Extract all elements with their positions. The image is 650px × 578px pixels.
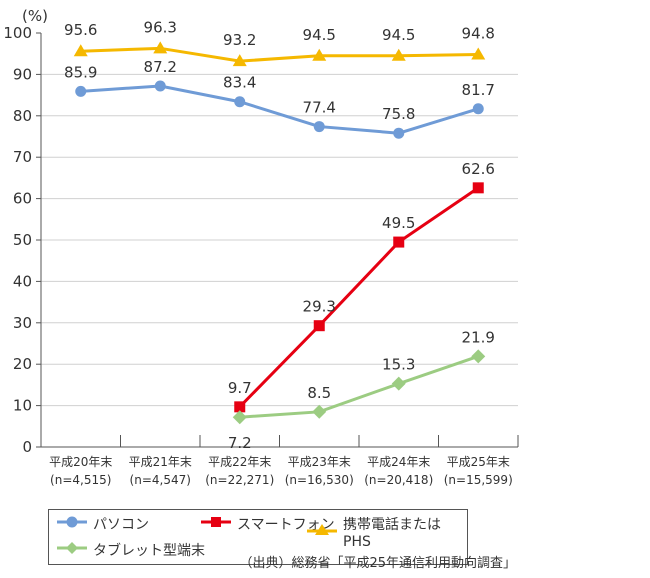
x-tick-label: 平成20年末 bbox=[49, 455, 112, 469]
data-label: 7.2 bbox=[228, 434, 252, 452]
x-tick-label: 平成25年末 bbox=[447, 455, 510, 469]
y-tick-label: 0 bbox=[22, 438, 32, 456]
x-tick-sample-size: (n=16,530) bbox=[285, 473, 354, 487]
y-tick-label: 50 bbox=[13, 231, 32, 249]
data-label: 29.3 bbox=[303, 298, 336, 316]
x-tick-sample-size: (n=22,271) bbox=[205, 473, 274, 487]
data-point-square bbox=[313, 320, 325, 332]
data-point-diamond bbox=[471, 349, 486, 364]
data-point-circle bbox=[75, 85, 87, 97]
y-tick-label: 60 bbox=[13, 190, 32, 208]
legend-item-mobile: 携帯電話またはPHS bbox=[305, 514, 467, 550]
data-point-triangle bbox=[73, 44, 88, 57]
y-axis-label: (%) bbox=[22, 7, 48, 25]
x-tick-sample-size: (n=15,599) bbox=[444, 473, 513, 487]
series-line-0 bbox=[80, 84, 479, 135]
x-tick-sample-size: (n=4,515) bbox=[50, 473, 111, 487]
y-tick-label: 70 bbox=[13, 148, 32, 166]
data-point-triangle bbox=[232, 54, 247, 67]
data-label: 9.7 bbox=[228, 379, 252, 397]
legend-marker-circle bbox=[55, 515, 89, 533]
data-label: 8.5 bbox=[307, 384, 331, 402]
x-tick-sample-size: (n=20,418) bbox=[364, 473, 433, 487]
y-tick-label: 80 bbox=[13, 107, 32, 125]
data-label: 87.2 bbox=[144, 58, 177, 76]
y-tick-label: 40 bbox=[13, 272, 32, 290]
data-label: 85.9 bbox=[64, 63, 97, 81]
y-tick-label: 30 bbox=[13, 314, 32, 332]
legend-label: スマートフォン bbox=[237, 517, 335, 533]
data-point-circle bbox=[472, 103, 484, 115]
data-label: 95.6 bbox=[64, 21, 97, 39]
data-label: 94.8 bbox=[462, 25, 495, 43]
data-label: 81.7 bbox=[462, 81, 495, 99]
series-line-3 bbox=[239, 354, 479, 419]
data-label: 94.5 bbox=[303, 26, 336, 44]
y-tick-label: 100 bbox=[3, 24, 32, 42]
data-point-square bbox=[472, 182, 484, 194]
legend: パソコン スマートフォン 携帯電話またはPHS タブレット型端末 bbox=[48, 509, 468, 565]
data-point-triangle bbox=[471, 47, 486, 60]
data-point-square bbox=[234, 401, 246, 413]
data-point-triangle bbox=[391, 48, 406, 61]
legend-item-smartphone: スマートフォン bbox=[199, 514, 335, 534]
data-point-triangle bbox=[153, 41, 168, 54]
legend-marker-square bbox=[199, 515, 233, 533]
series-line-1 bbox=[238, 186, 480, 408]
x-tick-label: 平成23年末 bbox=[288, 455, 351, 469]
y-tick-label: 10 bbox=[13, 397, 32, 415]
x-tick-sample-size: (n=4,547) bbox=[130, 473, 191, 487]
line-chart: 0 10 20 30 40 50 60 70 80 90 100(%) 平成20年末 (n=4,515)… bbox=[3, 7, 519, 487]
legend-item-tablet: タブレット型端末 bbox=[55, 540, 205, 560]
data-label: 96.3 bbox=[144, 18, 177, 36]
legend-marker-diamond bbox=[55, 541, 89, 559]
data-label: 21.9 bbox=[462, 328, 495, 346]
legend-label: 携帯電話またはPHS bbox=[343, 517, 441, 550]
data-label: 49.5 bbox=[382, 214, 415, 232]
data-label: 93.2 bbox=[223, 31, 256, 49]
x-tick-label: 平成24年末 bbox=[367, 455, 430, 469]
series-line-2 bbox=[80, 46, 479, 63]
data-label: 83.4 bbox=[223, 74, 256, 92]
x-tick-label: 平成21年末 bbox=[129, 455, 192, 469]
legend-item-pc: パソコン bbox=[55, 514, 149, 534]
x-tick-label: 平成22年末 bbox=[208, 455, 271, 469]
data-point-circle bbox=[393, 127, 405, 139]
data-point-diamond bbox=[312, 404, 327, 419]
data-point-circle bbox=[313, 121, 325, 133]
data-label: 62.6 bbox=[462, 160, 495, 178]
legend-label: タブレット型端末 bbox=[93, 543, 205, 559]
data-point-circle bbox=[154, 80, 166, 92]
data-point-square bbox=[393, 236, 405, 248]
source-note: （出典）総務省「平成25年通信利用動向調査」 bbox=[239, 556, 516, 571]
data-label: 75.8 bbox=[382, 105, 415, 123]
data-label: 94.5 bbox=[382, 26, 415, 44]
data-point-triangle bbox=[312, 48, 327, 61]
data-point-circle bbox=[234, 96, 246, 108]
data-point-diamond bbox=[232, 410, 247, 425]
y-tick-label: 20 bbox=[13, 355, 32, 373]
legend-marker-triangle bbox=[305, 523, 339, 541]
data-label: 15.3 bbox=[382, 356, 415, 374]
data-label: 77.4 bbox=[303, 99, 336, 117]
legend-label: パソコン bbox=[93, 517, 149, 533]
data-point-diamond bbox=[391, 376, 406, 391]
y-tick-label: 90 bbox=[13, 65, 32, 83]
